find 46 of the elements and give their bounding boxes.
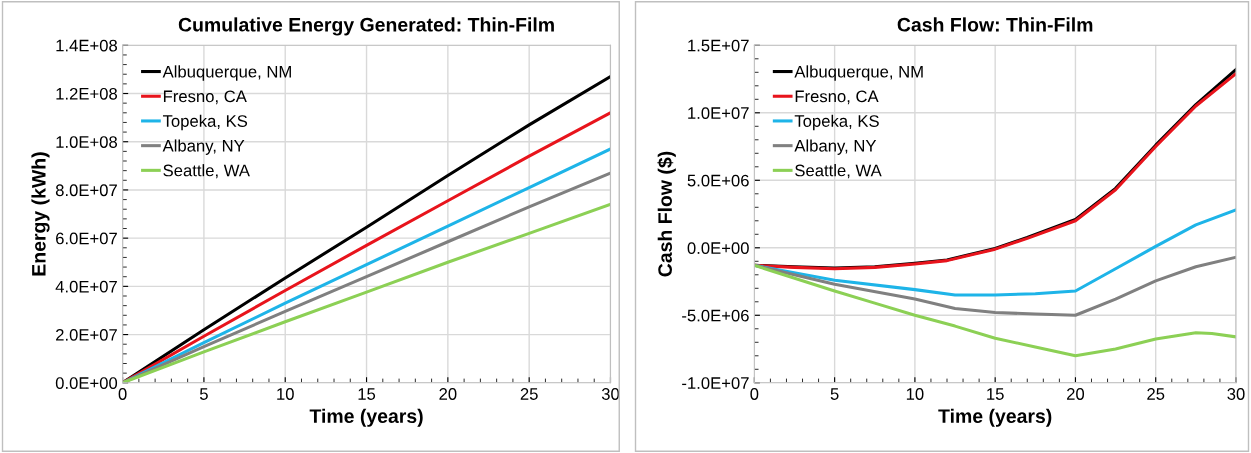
chart-title: Cumulative Energy Generated: Thin-Film — [178, 17, 554, 36]
y-tick-label: 1.0E+07 — [688, 107, 749, 119]
x-axis-title: Time (years) — [309, 408, 423, 427]
x-tick-label: 0 — [750, 388, 759, 400]
legend-label: Fresno, CA — [163, 90, 247, 105]
y-tick-label: 5.0E+06 — [687, 174, 749, 187]
legend-label: Seattle, WA — [163, 164, 250, 179]
legend-label: Albuquerque, NM — [162, 65, 291, 81]
x-tick-label: 10 — [277, 388, 294, 400]
y-tick-label: -5.0E+06 — [682, 309, 749, 322]
y-tick-label: -1.0E+07 — [682, 377, 749, 389]
x-tick-label: 30 — [1227, 388, 1245, 400]
y-tick-label: 2.0E+07 — [56, 328, 117, 341]
line-series — [754, 263, 1236, 358]
x-tick-label: 20 — [1067, 388, 1085, 400]
y-tick-label: 0.0E+00 — [687, 242, 749, 254]
chart-title: Cash Flow: Thin-Film — [897, 17, 1093, 32]
x-tick-label: 25 — [520, 388, 538, 400]
legend-label: Seattle, WA — [795, 164, 882, 179]
x-tick-label: 20 — [439, 388, 457, 400]
y-tick-label: 8.0E+07 — [55, 184, 117, 197]
y-tick-label: 1.2E+08 — [56, 87, 118, 100]
legend-label: Topeka, KS — [794, 114, 879, 131]
x-tick-label: 10 — [906, 388, 924, 400]
x-axis-title: Time (years) — [938, 408, 1052, 427]
y-tick-label: 6.0E+07 — [56, 232, 117, 245]
legend-label: Albany, NY — [794, 139, 877, 155]
y-tick-label: 1.4E+08 — [56, 39, 118, 52]
y-tick-label: 4.0E+07 — [55, 280, 117, 293]
y-tick-label: 1.5E+07 — [688, 39, 749, 52]
line-series — [754, 208, 1236, 297]
x-tick-label: 5 — [199, 388, 208, 400]
legend-label: Topeka, KS — [162, 114, 248, 131]
y-tick-label: 1.0E+08 — [56, 136, 118, 148]
legend-label: Fresno, CA — [795, 90, 879, 105]
x-tick-label: 15 — [358, 388, 376, 400]
y-tick-label: 0.0E+00 — [55, 377, 118, 389]
y-axis-title: Cash Flow ($) — [657, 151, 676, 277]
x-tick-label: 5 — [830, 388, 839, 400]
x-tick-label: 25 — [1147, 388, 1165, 400]
legend-label: Albany, NY — [162, 139, 245, 155]
x-tick-label: 0 — [118, 388, 127, 400]
y-axis-title: Energy (kWh) — [31, 152, 50, 276]
legend-label: Albuquerque, NM — [794, 65, 923, 81]
x-tick-label: 15 — [987, 388, 1004, 400]
x-tick-label: 30 — [601, 388, 620, 400]
